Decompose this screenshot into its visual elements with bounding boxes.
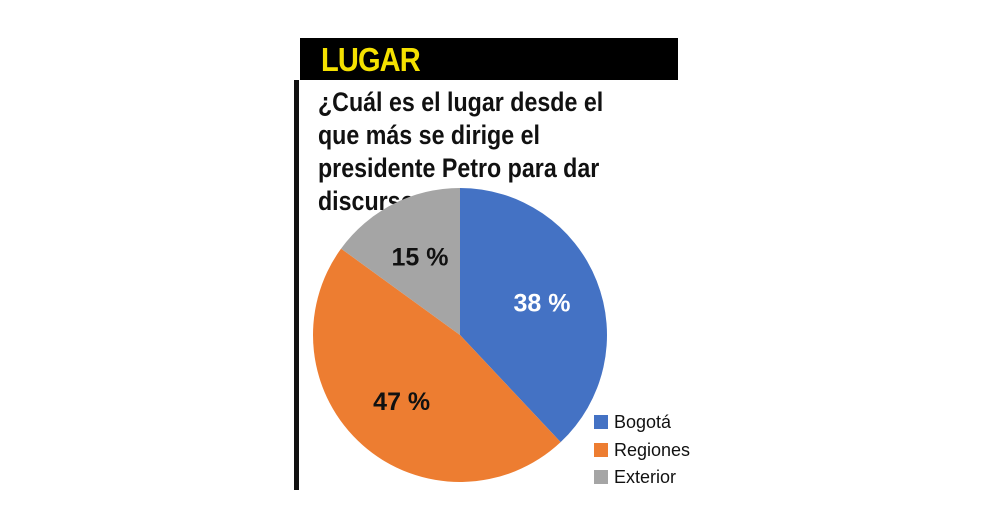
data-label: 15 % — [391, 243, 448, 271]
chart-title: ¿Cuál es el lugar desde el que más se di… — [318, 87, 604, 216]
legend-label: Regiones — [614, 440, 691, 460]
pie-slice-bogotá — [460, 188, 607, 443]
section-title: LUGAR — [321, 41, 421, 78]
data-label: 47 % — [373, 388, 430, 416]
legend-item: Bogotá — [594, 412, 671, 433]
pie-slice-regiones — [312, 248, 561, 483]
legend-swatch — [594, 415, 608, 429]
legend-item: Regiones — [594, 440, 690, 461]
legend-label: Exterior — [614, 467, 677, 487]
section-header: LUGAR — [300, 38, 678, 80]
divider-line — [294, 80, 299, 490]
data-label: 38 % — [514, 290, 571, 318]
legend-label: Bogotá — [614, 412, 672, 432]
legend-swatch — [594, 470, 608, 484]
legend-item: Exterior — [594, 467, 676, 488]
legend-swatch — [594, 443, 608, 457]
pie-slice-exterior — [341, 188, 460, 335]
